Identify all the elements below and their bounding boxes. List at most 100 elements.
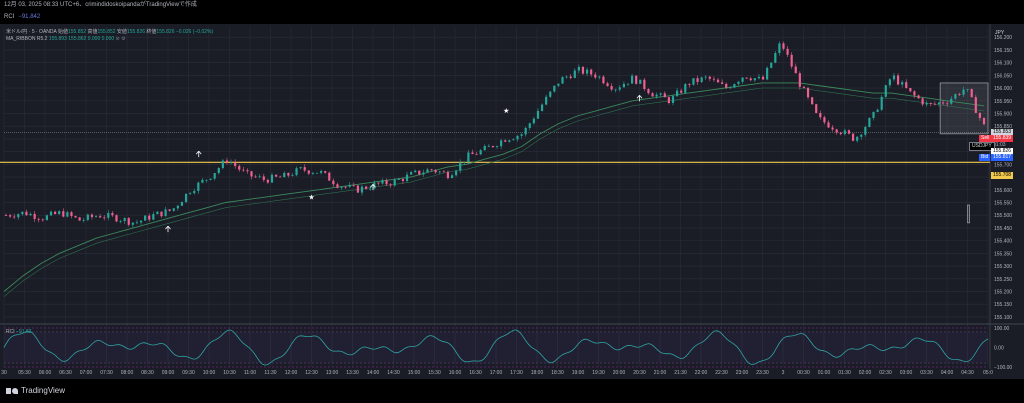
candle-body <box>520 134 523 136</box>
time-tick-label: 16:30 <box>469 370 482 376</box>
eye-icon[interactable]: ⊘ ⚙ <box>115 36 126 42</box>
candle-body <box>340 186 343 188</box>
tradingview-logo-icon <box>6 387 18 395</box>
candle-body <box>639 79 642 84</box>
candle-body <box>422 172 425 175</box>
candle-body <box>806 87 810 98</box>
candle-body <box>700 77 703 82</box>
candle-body <box>471 152 474 155</box>
candle-body <box>851 133 855 141</box>
snapshot-header: 12月 03, 2025 08:33 UTC+6、crimindidoskoip… <box>4 2 197 8</box>
legend-low: 155.826 <box>126 29 146 35</box>
candle-body <box>651 93 654 97</box>
candle-body <box>581 66 585 74</box>
candle-body <box>929 102 932 104</box>
candle-body <box>982 117 986 125</box>
price-tick-label: 155.500 <box>994 213 1012 219</box>
candle-body <box>770 62 773 68</box>
candle-body <box>74 216 77 218</box>
range-box[interactable] <box>967 204 970 224</box>
candle-body <box>622 83 625 88</box>
candle-body <box>725 83 728 88</box>
symbol-tag: USDJPY <box>969 142 995 151</box>
time-tick-label: 07:30 <box>100 370 113 376</box>
candle-body <box>430 169 433 171</box>
candle-body <box>896 75 900 85</box>
candle-body <box>332 180 335 185</box>
candle-body <box>475 154 478 155</box>
candle-body <box>704 76 707 78</box>
time-tick-label: 05:30 <box>18 370 31 376</box>
candle-body <box>365 186 368 189</box>
candle-body <box>160 211 163 217</box>
candle-body <box>352 184 355 186</box>
time-tick-label: 22:30 <box>715 370 728 376</box>
time-tick-label: 3 <box>782 370 785 376</box>
candle-body <box>307 170 310 174</box>
candle-body <box>107 212 110 218</box>
price-tick-label: 155.400 <box>994 239 1012 245</box>
candle-body <box>905 82 908 88</box>
time-tick-label: 18:30 <box>551 370 564 376</box>
candle-body <box>299 167 302 169</box>
time-tick-label: 03:30 <box>920 370 933 376</box>
candle-body <box>913 91 916 96</box>
price-tick-label: 156.050 <box>994 73 1012 79</box>
rci-top-name: RCI <box>4 14 15 20</box>
candle-body <box>356 185 360 193</box>
candle-body <box>217 168 220 174</box>
candle-body <box>344 186 347 188</box>
candle-body <box>950 98 953 104</box>
candle-body <box>21 211 24 215</box>
time-tick-label: 01:30 <box>838 370 851 376</box>
candle-body <box>426 169 429 173</box>
rci-tick-label: −100.00 <box>994 365 1012 371</box>
price-tick-label: 155.600 <box>994 188 1012 194</box>
candle-body <box>29 213 32 216</box>
candle-body <box>201 179 204 183</box>
candle-body <box>221 160 224 169</box>
legend-close-label: 終値 <box>146 29 157 35</box>
legend-open-label: 始値 <box>57 29 68 35</box>
candle-body <box>545 96 548 105</box>
price-tag-top: 155.853 <box>991 129 1014 136</box>
candle-body <box>708 76 711 79</box>
candle-body <box>168 209 171 211</box>
legend-low-label: 安値 <box>116 29 127 35</box>
candle-body <box>45 215 49 221</box>
candle-body <box>729 87 732 89</box>
candle-body <box>847 130 851 134</box>
time-tick-label: 22:00 <box>695 370 708 376</box>
candle-body <box>540 104 544 111</box>
candle-body <box>369 188 372 190</box>
time-tick-label: 03:00 <box>900 370 913 376</box>
price-tick-label: 155.150 <box>994 302 1012 308</box>
candle-body <box>536 110 540 119</box>
candle-body <box>798 73 801 87</box>
time-tick-label: 17:30 <box>510 370 523 376</box>
chart-area[interactable]: 156.200 156.150 156.100 156.050 156.000 155.9… <box>0 24 1024 379</box>
legend-indicator: MA_RIBBON R5.2 155.893 155.862 0.000 0.0… <box>6 36 126 43</box>
price-tick-label: 155.250 <box>994 277 1012 283</box>
price-tick-label: 155.450 <box>994 226 1012 232</box>
chart-canvas[interactable]: 156.200 156.150 156.100 156.050 156.000 155.9… <box>0 24 1024 379</box>
time-tick-label: 02:30 <box>879 370 892 376</box>
candle-body <box>152 214 155 220</box>
candle-body <box>213 173 216 179</box>
tradingview-logo-text: TradingView <box>21 386 66 395</box>
candle-body <box>892 75 896 80</box>
time-tick-label: 10:00 <box>203 370 216 376</box>
time-tick-label: 02:00 <box>859 370 872 376</box>
candle-body <box>180 201 184 206</box>
time-tick-label: 12:30 <box>305 370 318 376</box>
candle-body <box>602 76 605 84</box>
candle-body <box>901 82 904 85</box>
candle-body <box>123 218 126 221</box>
candle-body <box>418 170 421 175</box>
candle-body <box>238 165 241 170</box>
candle-body <box>753 78 756 81</box>
tradingview-logo[interactable]: TradingView <box>6 385 65 397</box>
candle-body <box>516 135 519 140</box>
candle-body <box>156 211 159 215</box>
candle-body <box>78 217 81 221</box>
